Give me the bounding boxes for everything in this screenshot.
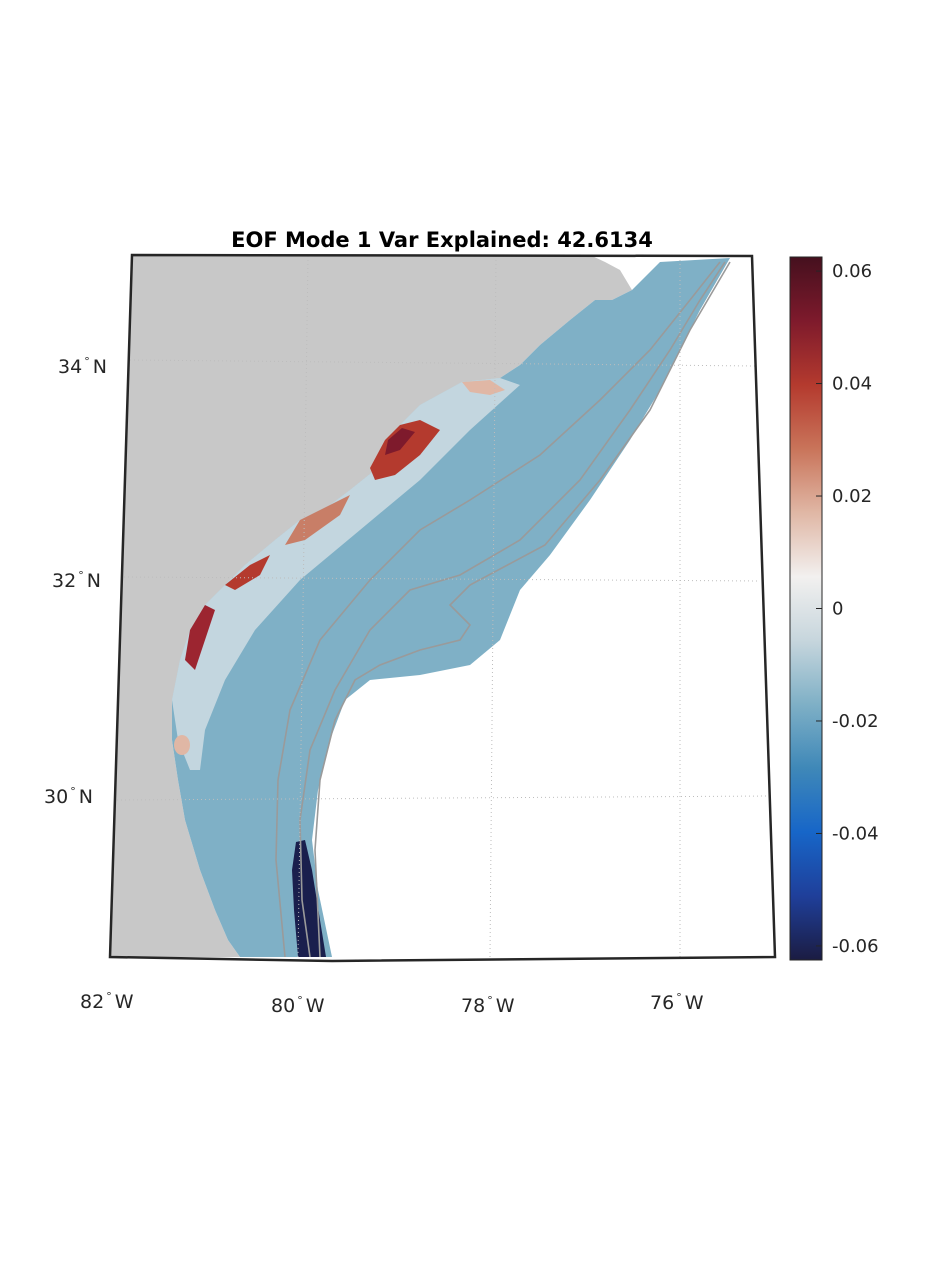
coastal-positive-anomaly-4 <box>225 555 270 590</box>
coastal-positive-anomaly-2 <box>385 428 415 455</box>
colorbar: 0.06 0.04 0.02 0 -0.02 -0.04 -0.06 <box>789 256 879 961</box>
colorbar-tick-label: 0.06 <box>832 261 872 282</box>
lon-label-78: 78 ° W <box>461 994 515 1017</box>
coastal-positive-anomaly-3 <box>285 495 350 545</box>
map-frame <box>108 253 777 963</box>
colorbar-tick-label: 0.02 <box>832 486 872 507</box>
lat-labels: 34 ° N 32 ° N 30 ° N <box>44 355 107 808</box>
gridline-lat-30 <box>116 795 771 801</box>
map-panel <box>110 255 775 957</box>
isobath-shallow <box>275 261 721 957</box>
isobath-deep <box>314 261 731 957</box>
coastal-positive-anomaly-5 <box>185 605 215 670</box>
coastal-positive-anomaly-6 <box>462 380 505 395</box>
colorbar-tick-label: -0.02 <box>832 711 879 732</box>
coastal-positive-anomaly-7 <box>174 735 190 755</box>
lon-labels: 82 ° W 80 ° W 78 ° W 76 ° W <box>80 990 704 1017</box>
isobath-mid <box>299 261 726 957</box>
lon-label-76: 76 ° W <box>650 991 704 1014</box>
lat-label-34: 34 ° N <box>58 355 107 378</box>
land-area <box>110 255 632 957</box>
lon-label-80: 80 ° W <box>271 994 325 1017</box>
gridline-lon-80 <box>297 255 309 957</box>
coastal-positive-anomaly <box>370 420 440 480</box>
lon-label-82: 82 ° W <box>80 990 134 1013</box>
colorbar-tick-label: 0 <box>832 599 843 620</box>
colorbar-ticks: 0.06 0.04 0.02 0 -0.02 -0.04 -0.06 <box>816 261 879 957</box>
colorbar-tick-label: 0.04 <box>832 374 872 395</box>
lat-label-30: 30 ° N <box>44 785 93 808</box>
ocean-data-field <box>172 258 730 957</box>
map-gridlines <box>116 255 771 957</box>
map-title: EOF Mode 1 Var Explained: 42.6134 <box>231 228 653 252</box>
gridline-lon-78 <box>489 255 497 957</box>
gridline-lat-34 <box>129 359 756 367</box>
colorbar-tick-label: -0.06 <box>832 936 879 957</box>
colorbar-tick-label: -0.04 <box>832 823 879 844</box>
lat-label-32: 32 ° N <box>52 569 101 592</box>
